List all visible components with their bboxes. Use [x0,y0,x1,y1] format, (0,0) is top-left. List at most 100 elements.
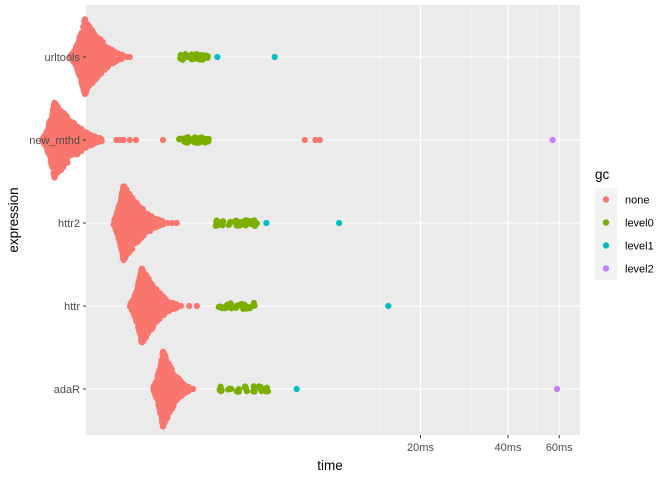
series-urltools [67,16,278,98]
point-none [73,42,80,50]
data-points [39,16,561,430]
point-none [145,328,152,335]
point-none [79,127,86,135]
point-none [72,52,79,60]
point-level0 [204,54,211,61]
point-none [91,76,99,83]
point-none [72,130,79,137]
point-none [51,135,58,143]
point-none [316,136,323,144]
y-tick-label: new_mthd [29,135,80,147]
point-none [59,133,66,140]
y-tick-label: adaR [54,384,80,396]
point-none [137,207,145,214]
legend-title: gc [595,167,610,182]
point-none [152,300,159,307]
point-none [142,226,149,233]
point-none [89,40,96,47]
point-level0 [235,221,242,228]
point-none [144,213,151,220]
point-none [108,55,115,62]
point-none [156,392,163,399]
point-none [128,218,135,225]
legend-item-none: none [595,188,649,211]
point-none [90,66,97,73]
point-none [59,148,67,155]
point-none [177,302,185,310]
point-none [55,143,62,150]
point-none [312,136,319,144]
point-none [55,116,62,123]
point-none [163,371,170,379]
point-level0 [250,383,257,390]
point-none [44,140,52,147]
point-none [138,270,145,277]
legend-key-point [602,242,610,249]
point-none [87,142,94,149]
point-none [47,151,54,158]
point-none [120,136,127,144]
point-none [72,142,79,150]
legend-key-point [602,265,610,272]
point-none [137,309,145,316]
legend-label: level1 [625,241,654,253]
point-level0 [192,55,199,62]
point-none [129,206,136,213]
y-tick-label: httr2 [58,218,80,230]
legend-label: level2 [625,264,654,276]
point-none [145,311,152,318]
point-none [62,123,69,130]
y-tick-label: httr [64,301,80,313]
point-none [52,109,59,116]
point-none [146,221,153,228]
point-level1 [214,53,221,61]
point-none [102,44,110,51]
series-new_mthd [39,99,556,181]
point-none [88,134,96,141]
point-none [91,55,98,62]
legend-label: none [625,195,649,207]
point-level0 [219,218,226,225]
point-none [159,136,167,144]
point-level0 [250,221,257,228]
point-none [117,239,124,246]
point-none [161,363,168,370]
legend-item-level1: level1 [595,234,654,257]
point-none [170,302,177,309]
point-level0 [176,135,183,143]
point-none [189,385,197,393]
point-none [80,67,87,74]
x-axis-ticks: 20ms 40ms 60ms [407,435,573,454]
point-none [154,223,161,230]
point-none [159,406,167,414]
point-none [117,55,125,62]
point-none [131,296,138,304]
point-none [159,423,167,430]
point-none [138,219,145,226]
point-level0 [264,388,271,395]
point-none [74,151,81,158]
point-level0 [216,386,223,394]
point-none [131,233,138,240]
point-none [132,302,139,309]
point-none [137,277,144,284]
point-none [157,294,165,301]
point-level0 [226,385,233,392]
point-none [74,124,81,131]
point-none [127,246,134,253]
point-none [186,302,193,310]
point-level2 [553,385,561,393]
point-none [95,136,103,143]
point-level0 [215,303,222,311]
point-none [118,226,125,233]
point-none [193,302,200,310]
point-none [146,298,153,305]
point-none [122,185,129,193]
point-none [121,199,129,206]
point-none [94,36,102,43]
point-level1 [271,53,278,61]
point-none [155,305,163,312]
point-none [173,219,180,227]
point-none [63,155,71,163]
point-none [99,54,106,61]
